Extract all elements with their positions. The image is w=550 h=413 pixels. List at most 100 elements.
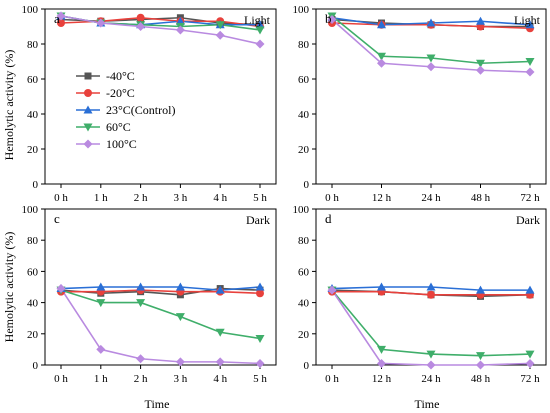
x-tick-label: 24 h: [421, 373, 441, 385]
data-point-100-c: [136, 22, 146, 31]
data-point-100-c: [215, 30, 225, 40]
y-axis-title-bottom: Hemolytic activity (%): [2, 232, 16, 343]
data-point-60-c: [377, 52, 386, 61]
legend: -40°C -20°C 23°C(Control) 60°C 100°C: [76, 69, 175, 151]
legend-label: 23°C(Control): [106, 103, 175, 117]
panel-letter: c: [54, 211, 60, 226]
data-point-60-c: [525, 58, 535, 66]
data-point-60-c: [426, 350, 436, 359]
condition-label: Light: [244, 13, 271, 27]
data-point-23-c-control: [96, 282, 106, 291]
y-tick-label: 40: [298, 109, 310, 121]
y-tick-label: 80: [298, 235, 310, 247]
y-tick-label: 40: [298, 298, 310, 310]
x-tick-label: 0 h: [54, 373, 68, 385]
y-tick-label: 60: [298, 74, 310, 86]
legend-label: 100°C: [106, 137, 137, 151]
data-point-100-c: [175, 357, 185, 367]
data-point-100-c: [377, 58, 386, 68]
data-point-100-c: [327, 285, 337, 295]
condition-label: Light: [514, 13, 541, 27]
panel-c: 0 20 40 60 80 100 0 h 1 h 2 h 3 h 4 h 5 h c Dark: [22, 204, 277, 385]
y-tick-label: 0: [33, 360, 39, 372]
legend-marker-40-c: [84, 72, 92, 80]
x-tick-label: 5 h: [253, 192, 267, 204]
data-point-100-c: [426, 62, 436, 72]
data-point-23-c-control: [525, 285, 535, 294]
y-tick-label: 100: [293, 204, 310, 216]
legend-label: -20°C: [106, 86, 135, 100]
x-tick-label: 3 h: [174, 192, 188, 204]
y-tick-label: 60: [27, 266, 39, 278]
data-point-100-c: [525, 358, 535, 368]
legend-marker-23-c-control: [83, 105, 93, 114]
data-point-23-c-control: [476, 16, 485, 25]
data-point-60-c: [215, 328, 225, 337]
data-point-20-c: [136, 13, 145, 22]
series-line-60-c: [60, 289, 261, 340]
y-tick-label: 80: [27, 235, 39, 247]
condition-label: Dark: [516, 213, 540, 227]
data-point-100-c: [525, 67, 535, 77]
series-line-100-c: [60, 15, 261, 45]
data-point-60-c: [426, 54, 436, 63]
y-tick-label: 20: [298, 144, 310, 156]
x-tick-label: 48 h: [471, 373, 491, 385]
y-tick-label: 80: [298, 39, 310, 51]
data-point-60-c: [215, 21, 225, 30]
y-tick-label: 100: [22, 4, 39, 16]
y-tick-label: 20: [27, 144, 39, 156]
y-tick-label: 100: [293, 4, 310, 16]
panel-d: 0 20 40 60 80 100 0 h 12 h 24 h 48 h 72 h d Dark: [293, 204, 547, 385]
data-point-100-c: [426, 360, 436, 370]
panel-a: 0 20 40 60 80 100 0 h 1 h 2 h 3 h 4 h 5 h a Light: [22, 4, 277, 204]
data-point-20-c: [427, 290, 435, 299]
plot-frame: [44, 208, 277, 366]
x-tick-label: 48 h: [471, 192, 491, 204]
legend-label: -40°C: [106, 69, 135, 83]
data-point-100-c: [96, 344, 106, 354]
x-tick-label: 5 h: [253, 373, 267, 385]
x-tick-label: 0 h: [54, 192, 68, 204]
series-line-20-c: [61, 289, 261, 295]
y-tick-label: 0: [304, 179, 310, 191]
data-point-100-c: [96, 18, 106, 28]
x-tick-label: 1 h: [94, 373, 108, 385]
x-axis-title-right: Time: [415, 397, 440, 411]
data-point-23-c-control: [377, 20, 386, 29]
data-point-23-c-control: [136, 282, 146, 291]
y-tick-label: 0: [33, 179, 39, 191]
data-point-60-c: [96, 299, 106, 308]
legend-marker-20-c: [84, 89, 92, 97]
data-point-60-c: [525, 350, 535, 359]
series-line-23-c-control: [60, 286, 261, 291]
data-point-100-c: [327, 15, 337, 24]
data-point-23-c-control: [525, 20, 535, 29]
data-point-60-c: [377, 345, 386, 354]
data-point-100-c: [255, 358, 265, 368]
x-tick-label: 72 h: [520, 373, 540, 385]
y-tick-label: 80: [27, 39, 39, 51]
data-point-100-c: [56, 11, 66, 21]
data-point-20-c: [256, 289, 264, 298]
x-tick-label: 0 h: [325, 373, 339, 385]
data-point-23-c-control: [255, 20, 265, 29]
x-tick-label: 2 h: [134, 192, 148, 204]
data-point-23-c-control: [377, 282, 386, 291]
x-tick-label: 4 h: [213, 373, 227, 385]
y-tick-label: 20: [298, 329, 310, 341]
panel-b: 0 20 40 60 80 100 0 h 12 h 24 h 48 h 72 h b Light: [293, 4, 547, 204]
data-point-100-c: [136, 354, 146, 364]
x-tick-label: 72 h: [520, 192, 540, 204]
data-point-23-c-control: [175, 282, 185, 291]
x-axis-title-left: Time: [145, 397, 170, 411]
y-tick-label: 100: [22, 204, 39, 216]
data-point-23-c-control: [175, 16, 185, 25]
data-point-100-c: [476, 360, 485, 370]
panel-letter: d: [325, 211, 332, 226]
y-tick-label: 40: [27, 109, 39, 121]
data-point-100-c: [255, 39, 265, 49]
y-axis-title-top: Hemolytic activity (%): [2, 50, 16, 161]
series-line-60-c: [331, 289, 531, 357]
